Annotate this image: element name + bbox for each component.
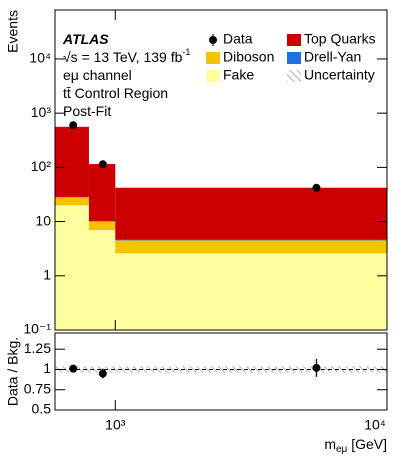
stack-segment (55, 197, 89, 206)
stack-segment (88, 229, 116, 330)
data-point (69, 121, 78, 130)
plot-frame (54, 332, 388, 411)
legend-swatch (287, 70, 301, 82)
x-axis-label-unit: [GeV] (347, 436, 387, 452)
annotation: eμ channel (63, 67, 132, 83)
annotation: Post-Fit (63, 103, 111, 119)
stack-segment (115, 239, 387, 241)
uncertainty-band (88, 366, 116, 373)
legend-label: Drell-Yan (304, 49, 361, 65)
y-tick-label: 1 (43, 360, 51, 376)
y-tick-label: 10 (35, 212, 51, 228)
y-tick-label: 10⁴ (29, 50, 51, 66)
legend-label: Diboson (223, 49, 274, 65)
legend-swatch (206, 70, 220, 82)
x-axis-label-sub: eμ (336, 444, 348, 455)
stack-segment (115, 187, 387, 240)
annotation-text: √s = 13 TeV, 139 fb (63, 49, 183, 65)
legend-label: Top Quarks (304, 31, 376, 47)
y-tick-label: 10³ (31, 104, 52, 120)
annotation: tt̄ Control Region (63, 85, 168, 101)
annotation-sup: -1 (182, 47, 190, 57)
stack-segment (88, 164, 116, 222)
annotation-text: tt̄ Control Region (63, 85, 168, 101)
stack-segment (115, 240, 387, 254)
ratio-point (312, 363, 321, 372)
legend-swatch (206, 52, 220, 64)
stack-segment (55, 126, 89, 197)
legend-label: Data (223, 31, 253, 47)
legend-label: Fake (223, 67, 254, 83)
stack-segment (88, 221, 116, 230)
data-point (312, 183, 321, 192)
y-tick-label: 0.5 (32, 401, 52, 417)
legend-swatch (287, 52, 301, 64)
ratio-point (98, 369, 107, 378)
y-tick-label: 10² (31, 158, 52, 174)
annotation: √s = 13 TeV, 139 fb-1 (63, 47, 190, 64)
annotation-text: eμ channel (63, 67, 132, 83)
data-point (98, 160, 107, 169)
y-tick-label: 10⁻¹ (23, 321, 51, 337)
stack-segment (55, 205, 89, 330)
legend-swatch (287, 34, 301, 46)
y-tick-label: 0.75 (24, 380, 51, 396)
x-axis-label-main: m (324, 436, 336, 452)
x-tick-label: 10³ (105, 417, 126, 433)
legend-label: Uncertainty (304, 67, 375, 83)
y-tick-label: 1.25 (24, 340, 51, 356)
y-axis-label: Events (5, 10, 21, 53)
stack-segment (115, 253, 387, 330)
y-axis-label: Data / Bkg. (5, 337, 21, 406)
x-tick-label: 10⁴ (364, 417, 386, 433)
plot-frame (54, 9, 388, 331)
annotation-text: ATLAS (62, 31, 109, 47)
ratio-point (69, 364, 78, 373)
x-axis-label: meμ [GeV] (324, 436, 387, 455)
y-tick-label: 1 (43, 266, 51, 282)
annotation-text: Post-Fit (63, 103, 111, 119)
annotation: ATLAS (62, 31, 109, 47)
